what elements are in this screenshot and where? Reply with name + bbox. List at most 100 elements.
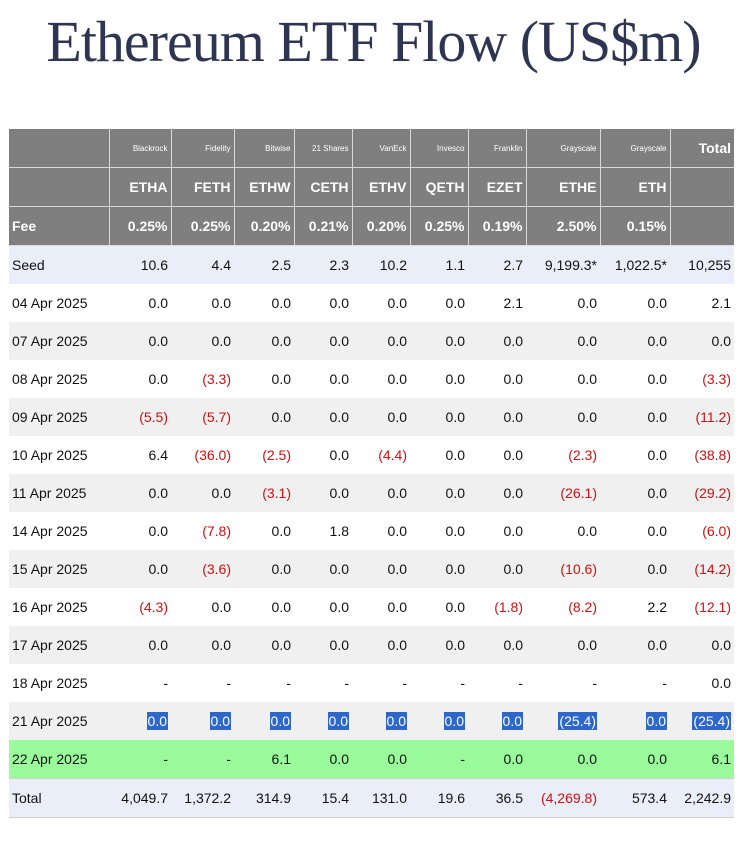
cell-value[interactable]: 0.0 [711,637,731,653]
cell-value[interactable]: 0.0 [647,447,667,463]
cell-value[interactable]: 0.0 [711,675,731,691]
cell-value[interactable]: (6.0) [702,523,731,539]
cell-value[interactable]: - [518,675,523,691]
cell-value[interactable]: 0.0 [503,523,523,539]
cell-value[interactable]: (3.6) [202,561,231,577]
cell-value[interactable]: 0.0 [211,637,231,653]
cell-value[interactable]: - [460,675,465,691]
cell-value[interactable]: - [460,751,465,767]
cell-value[interactable]: 0.0 [387,751,407,767]
cell-value[interactable]: (36.0) [194,447,231,463]
cell-value[interactable]: 0.0 [445,485,465,501]
cell-value[interactable]: - [286,675,291,691]
cell-value[interactable]: 0.0 [271,371,291,387]
cell-value[interactable]: - [402,675,407,691]
cell-value[interactable]: 0.0 [503,485,523,501]
cell-value[interactable]: 0.0 [387,333,407,349]
cell-value[interactable]: 131.0 [371,790,407,806]
cell-value[interactable]: 0.0 [271,561,291,577]
cell-value[interactable]: 0.0 [445,523,465,539]
cell-value[interactable]: 0.0 [271,637,291,653]
cell-value[interactable]: - [662,675,667,691]
cell-value[interactable]: (25.4) [692,712,731,730]
cell-value[interactable]: 0.0 [501,712,523,730]
cell-value[interactable]: 0.0 [645,712,667,730]
cell-value[interactable]: 2.5 [271,257,291,273]
cell-value[interactable]: (26.1) [560,485,597,501]
cell-value[interactable]: 0.0 [443,712,465,730]
cell-value[interactable]: 2.3 [329,257,349,273]
cell-value[interactable]: (10.6) [560,561,597,577]
cell-value[interactable]: 0.0 [445,447,465,463]
cell-value[interactable]: 0.0 [445,295,465,311]
cell-value[interactable]: 0.0 [148,523,168,539]
cell-value[interactable]: 1.1 [445,257,465,273]
cell-value[interactable]: 1.8 [329,523,349,539]
cell-value[interactable]: 2.1 [711,295,731,311]
cell-value[interactable]: (3.1) [262,485,291,501]
cell-value[interactable]: 0.0 [647,409,667,425]
cell-value[interactable]: (8.2) [568,599,597,615]
cell-value[interactable]: 0.0 [647,523,667,539]
cell-value[interactable]: 0.0 [387,637,407,653]
cell-value[interactable]: 0.0 [387,409,407,425]
cell-value[interactable]: 0.0 [148,295,168,311]
cell-value[interactable]: 2.1 [503,295,523,311]
cell-value[interactable]: 0.0 [503,637,523,653]
cell-value[interactable]: 0.0 [148,637,168,653]
cell-value[interactable]: (4.3) [139,599,168,615]
cell-value[interactable]: 0.0 [577,409,597,425]
cell-value[interactable]: 573.4 [631,790,667,806]
cell-value[interactable]: 0.0 [445,637,465,653]
cell-value[interactable]: (3.3) [202,371,231,387]
cell-value[interactable]: 0.0 [503,561,523,577]
cell-value[interactable]: 0.0 [647,561,667,577]
cell-value[interactable]: 0.0 [329,751,349,767]
cell-value[interactable]: 0.0 [577,523,597,539]
cell-value[interactable]: 0.0 [445,561,465,577]
cell-value[interactable]: 15.4 [321,790,349,806]
cell-value[interactable]: (38.8) [694,447,731,463]
cell-value[interactable]: 0.0 [329,485,349,501]
cell-value[interactable]: 0.0 [329,295,349,311]
cell-value[interactable]: 0.0 [445,333,465,349]
cell-value[interactable]: (25.4) [558,712,597,730]
cell-value[interactable]: 6.1 [711,751,731,767]
cell-value[interactable]: 0.0 [211,599,231,615]
cell-value[interactable]: 0.0 [387,561,407,577]
cell-value[interactable]: 0.0 [387,485,407,501]
cell-value[interactable]: 0.0 [577,637,597,653]
cell-value[interactable]: 0.0 [503,409,523,425]
cell-value[interactable]: (7.8) [202,523,231,539]
cell-value[interactable]: 0.0 [385,712,407,730]
cell-value[interactable]: 0.0 [211,333,231,349]
cell-value[interactable]: 0.0 [647,637,667,653]
cell-value[interactable]: 0.0 [146,712,168,730]
cell-value[interactable]: 2.7 [503,257,523,273]
cell-value[interactable]: (4,269.8) [540,790,597,806]
cell-value[interactable]: 314.9 [255,790,291,806]
cell-value[interactable]: 0.0 [387,599,407,615]
cell-value[interactable]: (2.3) [568,447,597,463]
cell-value[interactable]: (3.3) [702,371,731,387]
cell-value[interactable]: 0.0 [445,371,465,387]
cell-value[interactable]: (5.5) [139,409,168,425]
cell-value[interactable]: 1,022.5* [614,257,667,273]
cell-value[interactable]: 0.0 [577,371,597,387]
cell-value[interactable]: 4.4 [211,257,231,273]
cell-value[interactable]: 10,255 [688,257,731,273]
cell-value[interactable]: 0.0 [271,295,291,311]
cell-value[interactable]: 0.0 [647,295,667,311]
cell-value[interactable]: 0.0 [148,561,168,577]
cell-value[interactable]: 0.0 [503,333,523,349]
cell-value[interactable]: 0.0 [329,637,349,653]
cell-value[interactable]: 0.0 [647,371,667,387]
cell-value[interactable]: 0.0 [503,371,523,387]
cell-value[interactable]: 0.0 [577,295,597,311]
cell-value[interactable]: 0.0 [271,409,291,425]
cell-value[interactable]: 0.0 [647,333,667,349]
cell-value[interactable]: 19.6 [437,790,465,806]
cell-value[interactable]: 0.0 [329,599,349,615]
cell-value[interactable]: 0.0 [271,523,291,539]
cell-value[interactable]: 0.0 [711,333,731,349]
